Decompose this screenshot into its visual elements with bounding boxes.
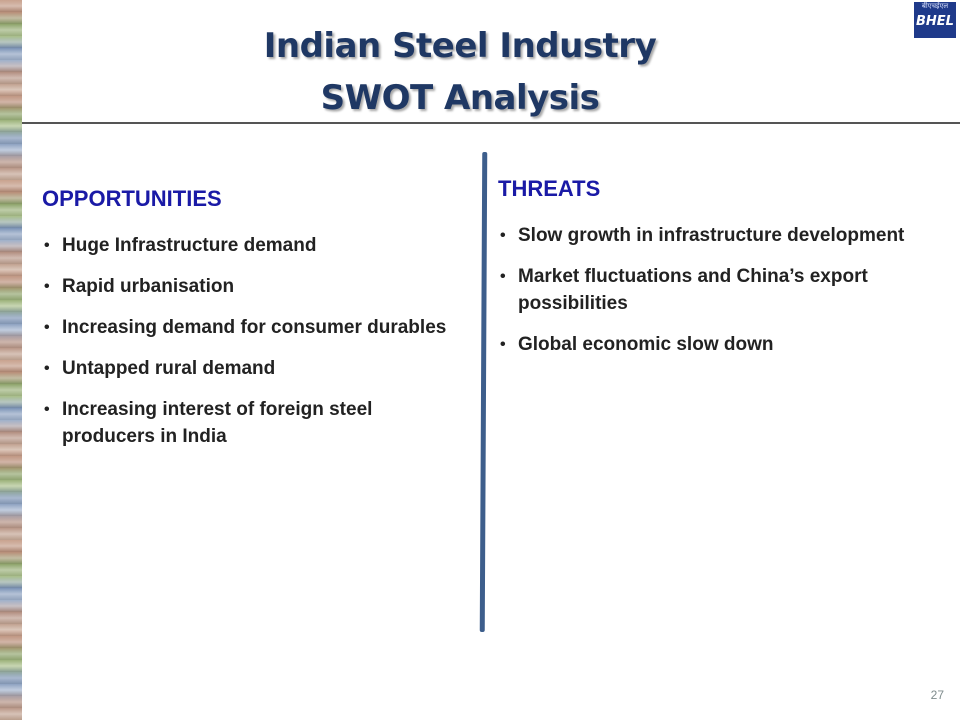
bullet-icon: • bbox=[44, 237, 50, 254]
list-item-text: Increasing demand for consumer durables bbox=[62, 317, 447, 338]
bullet-icon: • bbox=[44, 278, 50, 295]
list-item: • Global economic slow down bbox=[498, 331, 918, 358]
opportunities-list: • Huge Infrastructure demand • Rapid urban… bbox=[42, 232, 462, 450]
title-line-2: SWOT Analysis bbox=[320, 78, 600, 118]
list-item-text: Huge Infrastructure demand bbox=[62, 235, 317, 256]
list-item-text: Rapid urbanisation bbox=[62, 276, 235, 297]
column-divider bbox=[479, 152, 488, 632]
bullet-icon: • bbox=[44, 319, 50, 336]
bullet-icon: • bbox=[500, 227, 506, 244]
title-line-1: Indian Steel Industry bbox=[263, 26, 657, 66]
list-item: • Increasing interest of foreign steel pr… bbox=[42, 396, 462, 450]
list-item: • Market fluctuations and China’s export … bbox=[498, 263, 918, 317]
bullet-icon: • bbox=[500, 268, 506, 285]
list-item: • Untapped rural demand bbox=[42, 355, 462, 382]
list-item: • Rapid urbanisation bbox=[42, 273, 462, 300]
threats-list: • Slow growth in infrastructure developme… bbox=[498, 222, 918, 358]
threats-section: THREATS • Slow growth in infrastructure d… bbox=[498, 176, 918, 372]
list-item: • Slow growth in infrastructure developme… bbox=[498, 222, 918, 249]
list-item-text: Market fluctuations and China’s export p… bbox=[518, 266, 868, 314]
opportunities-heading: OPPORTUNITIES bbox=[42, 186, 222, 211]
bullet-icon: • bbox=[44, 401, 50, 418]
logo-text: BHEL bbox=[916, 14, 954, 29]
title-underline bbox=[22, 122, 960, 124]
threats-heading: THREATS bbox=[498, 176, 601, 201]
list-item-text: Untapped rural demand bbox=[62, 358, 276, 379]
list-item: • Huge Infrastructure demand bbox=[42, 232, 462, 259]
bhel-logo: बीएचईएल BHEL bbox=[914, 2, 956, 38]
slide-title: Indian Steel Industry SWOT Analysis bbox=[40, 20, 880, 124]
list-item-text: Increasing interest of foreign steel pro… bbox=[62, 399, 373, 447]
page-number: 27 bbox=[930, 688, 944, 702]
logo-subtext: बीएचईएल bbox=[921, 3, 949, 10]
decorative-left-border bbox=[0, 0, 22, 720]
opportunities-section: OPPORTUNITIES • Huge Infrastructure deman… bbox=[42, 186, 462, 464]
bullet-icon: • bbox=[44, 360, 50, 377]
list-item: • Increasing demand for consumer durables bbox=[42, 314, 462, 341]
list-item-text: Global economic slow down bbox=[518, 334, 774, 355]
bullet-icon: • bbox=[500, 336, 506, 353]
list-item-text: Slow growth in infrastructure developmen… bbox=[518, 225, 905, 246]
